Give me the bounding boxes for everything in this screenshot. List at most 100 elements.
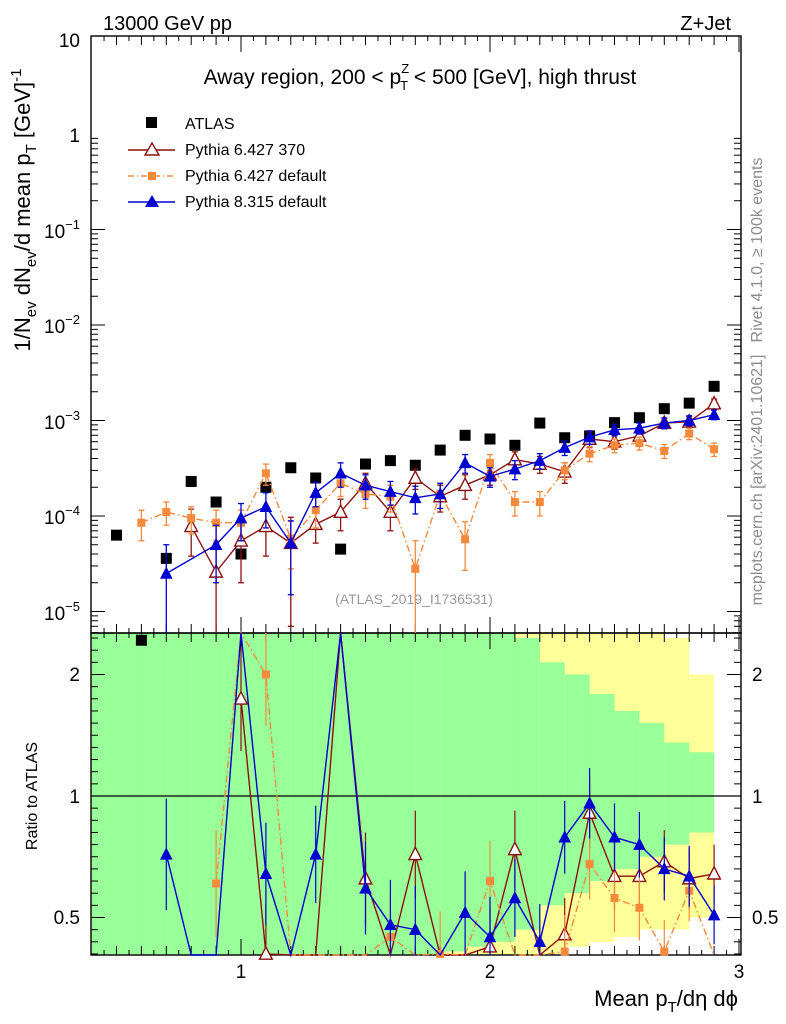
marker-7 — [284, 536, 298, 549]
marker-17 — [535, 498, 544, 507]
ratio-marker-10 — [359, 881, 372, 894]
atlas-point-6 — [260, 481, 272, 493]
marker-9 — [333, 503, 349, 518]
marker-6 — [261, 469, 270, 478]
marker-12 — [411, 564, 420, 573]
y-tick-1e-5: 10−5 — [44, 599, 80, 625]
atlas-point-15 — [484, 433, 496, 445]
marker-22 — [658, 416, 671, 429]
band-inner-22 — [639, 723, 665, 857]
ratio-marker-19 — [585, 860, 594, 869]
ratio-marker-6 — [258, 945, 274, 960]
ratio-marker-6 — [259, 866, 273, 880]
y-tick-1: 1 — [69, 126, 80, 147]
x-axis-title: Mean pT/dη dϕ — [594, 986, 738, 1016]
marker-12 — [407, 469, 423, 484]
band-inner-13 — [415, 633, 441, 954]
marker-13 — [433, 486, 447, 500]
band-inner-11 — [365, 633, 391, 955]
atlas-point-21 — [633, 412, 645, 424]
legend-marker-atlas — [146, 117, 157, 128]
atlas-point-20 — [609, 417, 620, 429]
marker-14 — [458, 455, 472, 469]
marker-16 — [510, 498, 519, 507]
ratio-tick-05-left: 0.5 — [54, 908, 80, 929]
marker-15 — [486, 458, 494, 467]
ratio-marker-24 — [706, 865, 722, 880]
ratio-tick-1-left: 1 — [69, 787, 80, 808]
ratio-marker-14 — [458, 905, 472, 918]
atlas-point-9 — [335, 543, 347, 555]
ratio-series-pythia-8-315-default — [160, 632, 721, 958]
ratio-line-pythia-6-427-default — [215, 630, 715, 956]
marker-18 — [558, 440, 571, 453]
side-label-bottom: mcplots.cern.ch [arXiv:2401.10621] — [749, 355, 766, 606]
ratio-marker-4 — [212, 879, 221, 888]
plot-title: Away region, 200 < pZ T < 500 [GeV], high… — [204, 61, 637, 93]
legend-label-py6-default: Pythia 6.427 default — [185, 168, 327, 185]
ratio-tick-05-right: 0.5 — [752, 908, 778, 929]
marker-5 — [234, 511, 248, 524]
main-y-axis-title: 1/Nev dNev/d mean pT [GeV]-1 — [8, 69, 40, 352]
atlas-point-22 — [658, 403, 670, 415]
marker-16 — [508, 462, 522, 475]
marker-20 — [608, 422, 621, 436]
ratio-marker-18 — [560, 947, 569, 956]
series-pythia-8-315-default — [160, 407, 721, 633]
y-tick-1e-4: 10−4 — [44, 503, 80, 529]
atlas-point-23 — [683, 397, 695, 409]
band-inner-19 — [564, 674, 590, 894]
legend-label-py8-default: Pythia 8.315 default — [185, 194, 327, 211]
marker-14 — [461, 535, 470, 544]
marker-17 — [533, 453, 547, 466]
ratio-marker-24 — [707, 908, 721, 921]
band-inner-21 — [614, 710, 640, 869]
main-line-pythia-8-315-default — [165, 414, 715, 575]
band-inner-0 — [91, 633, 117, 955]
ratio-marker-21 — [633, 837, 646, 850]
ratio-y-axis-title: Ratio to ATLAS — [24, 742, 41, 850]
band-inner-15 — [465, 633, 490, 947]
legend-label-py6-370: Pythia 6.427 370 — [185, 142, 305, 159]
legend-marker-py8-default — [145, 195, 159, 207]
ratio-tick-2-right: 2 — [752, 665, 763, 686]
main-line-pythia-6-427-default — [141, 432, 715, 571]
analysis-label: (ATLAS_2019_I1736531) — [335, 591, 493, 607]
band-inner-12 — [390, 633, 416, 955]
marker-8 — [311, 506, 320, 515]
marker-21 — [635, 439, 644, 448]
band-inner-16 — [490, 633, 515, 942]
band-inner-23 — [664, 742, 690, 845]
y-tick-10: 10 — [59, 31, 80, 52]
band-inner-10 — [340, 633, 366, 955]
atlas-point-4 — [210, 496, 222, 508]
atlas-point-8 — [310, 472, 322, 484]
band-inner-14 — [440, 633, 466, 952]
ratio-marker-22 — [660, 947, 669, 956]
ratio-tick-1-right: 1 — [752, 787, 763, 808]
marker-19 — [585, 449, 594, 458]
side-label-top: Rivet 4.1.0, ≥ 100k events — [749, 158, 766, 343]
atlas-point-0 — [111, 529, 122, 541]
ratio-marker-12 — [409, 922, 422, 935]
band-inner-6 — [241, 633, 266, 955]
atlas-point-1 — [135, 634, 147, 646]
atlas-point-10 — [360, 458, 371, 470]
marker-24 — [706, 395, 722, 410]
marker-23 — [685, 429, 694, 438]
ratio-marker-23 — [682, 869, 696, 882]
ratio-marker-12 — [407, 845, 423, 861]
marker-11 — [384, 484, 397, 497]
marker-12 — [409, 490, 422, 504]
band-inner-8 — [290, 633, 316, 954]
atlas-point-12 — [409, 459, 421, 471]
marker-6 — [259, 499, 273, 512]
marker-4 — [212, 518, 221, 527]
ratio-marker-20 — [610, 894, 619, 903]
ratio-y-tick-labels: 2 1 0.5 2 1 0.5 — [54, 665, 779, 929]
marker-8 — [309, 485, 322, 499]
atlas-point-3 — [185, 475, 197, 487]
ratio-marker-16 — [508, 891, 522, 904]
